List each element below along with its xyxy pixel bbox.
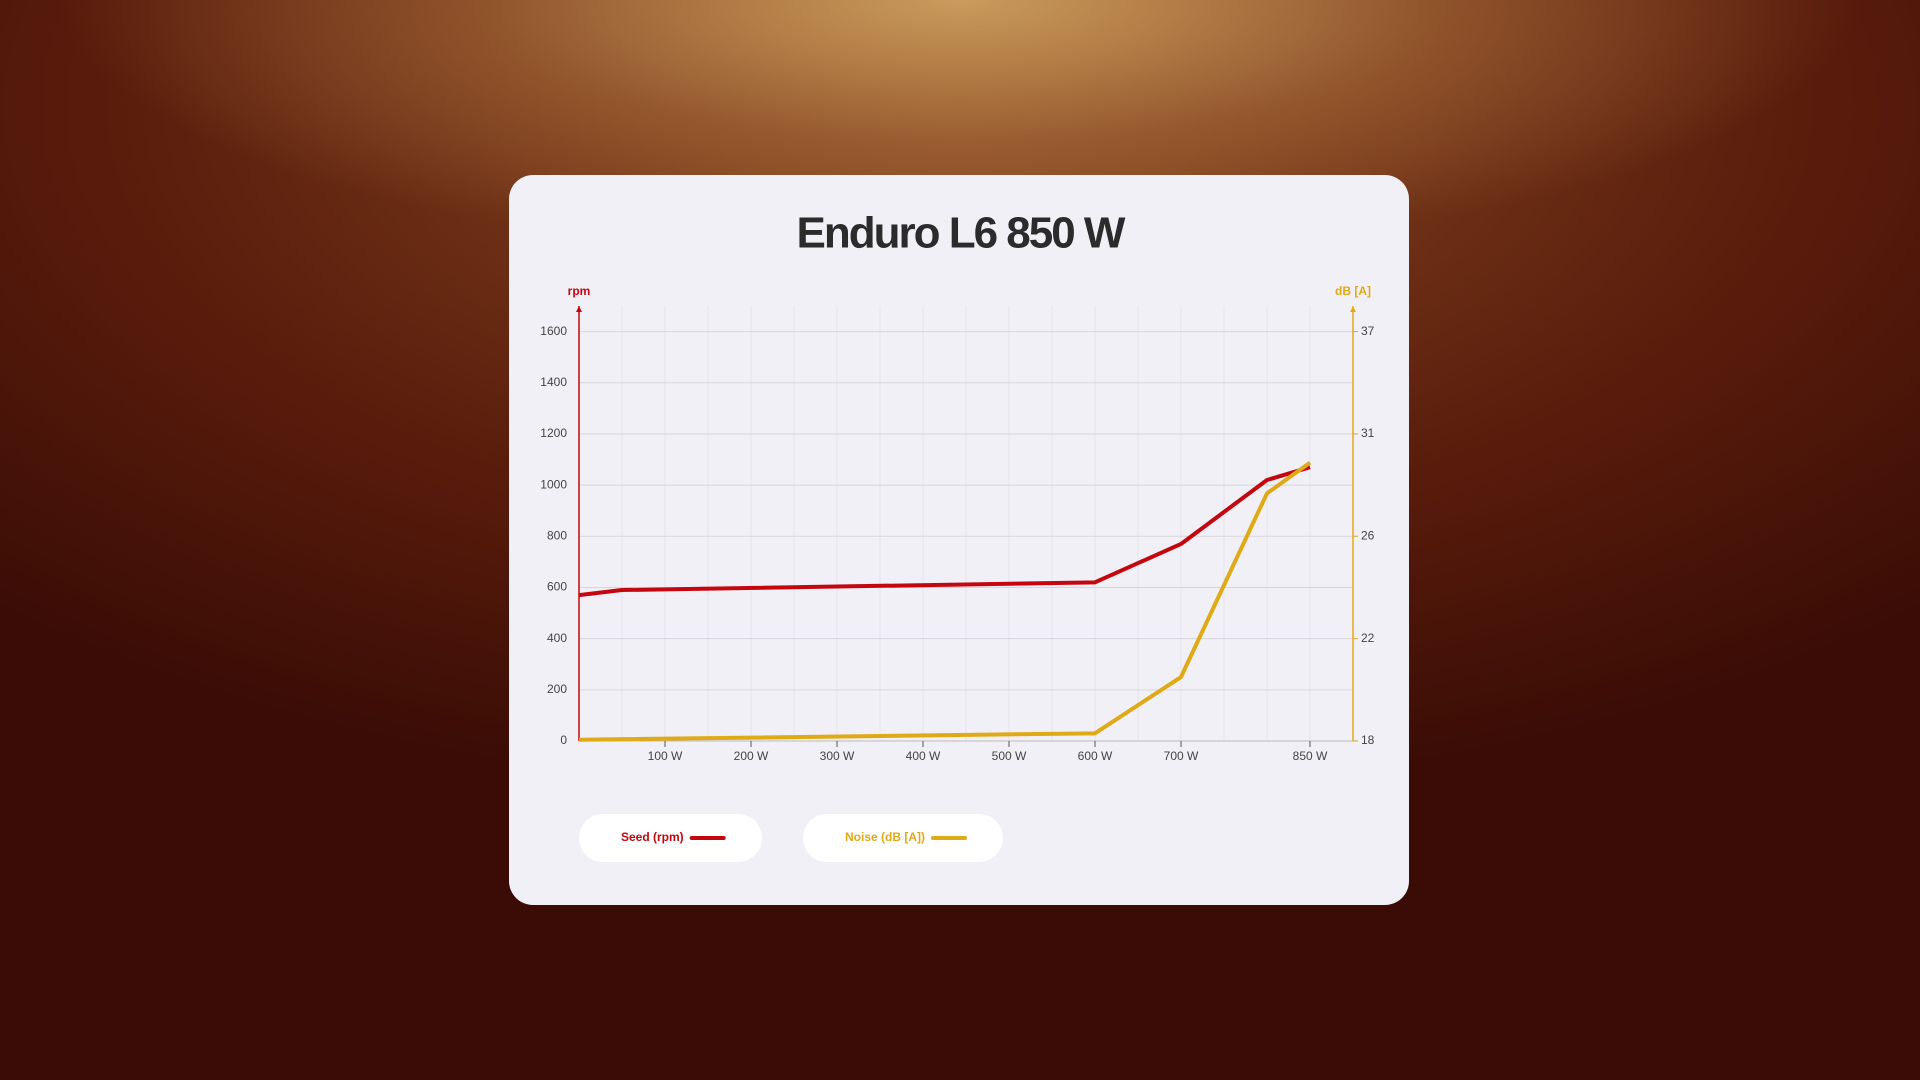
y2-tick-label: 18 <box>1361 733 1375 747</box>
chart-title: Enduro L6 850 W <box>797 209 1126 258</box>
y-tick-label: 1400 <box>540 375 567 389</box>
y2-tick-label: 37 <box>1361 324 1375 338</box>
legend-label: Noise (dB [A]) <box>845 830 925 844</box>
y2-axis-label: dB [A] <box>1335 284 1371 298</box>
x-tick-label: 200 W <box>734 749 769 763</box>
legend-item: Seed (rpm) <box>579 814 762 862</box>
legend-pill <box>803 814 1003 862</box>
x-tick-label: 850 W <box>1293 749 1328 763</box>
y-tick-label: 400 <box>547 631 567 645</box>
x-tick-label: 400 W <box>906 749 941 763</box>
y-tick-label: 1600 <box>540 324 567 338</box>
x-tick-label: 600 W <box>1078 749 1113 763</box>
x-tick-label: 500 W <box>992 749 1027 763</box>
x-tick-label: 300 W <box>820 749 855 763</box>
y2-tick-label: 26 <box>1361 528 1375 542</box>
legend-pill <box>579 814 762 862</box>
series-line <box>578 460 1312 742</box>
y-tick-label: 0 <box>560 733 567 747</box>
legend-item: Noise (dB [A]) <box>803 814 1003 862</box>
y2-tick-label: 22 <box>1361 631 1375 645</box>
y-tick-label: 600 <box>547 580 567 594</box>
y-tick-label: 1200 <box>540 426 567 440</box>
x-tick-label: 100 W <box>648 749 683 763</box>
y2-axis-arrow <box>1350 306 1356 312</box>
y-tick-label: 800 <box>547 528 567 542</box>
x-tick-label: 700 W <box>1164 749 1199 763</box>
y-tick-label: 1000 <box>540 477 567 491</box>
y-tick-label: 200 <box>547 682 567 696</box>
legend-label: Seed (rpm) <box>621 830 684 844</box>
y2-tick-label: 31 <box>1361 426 1375 440</box>
y-axis-arrow <box>576 306 582 312</box>
series-line <box>578 465 1311 598</box>
card <box>509 175 1409 905</box>
y-axis-label: rpm <box>568 284 591 298</box>
